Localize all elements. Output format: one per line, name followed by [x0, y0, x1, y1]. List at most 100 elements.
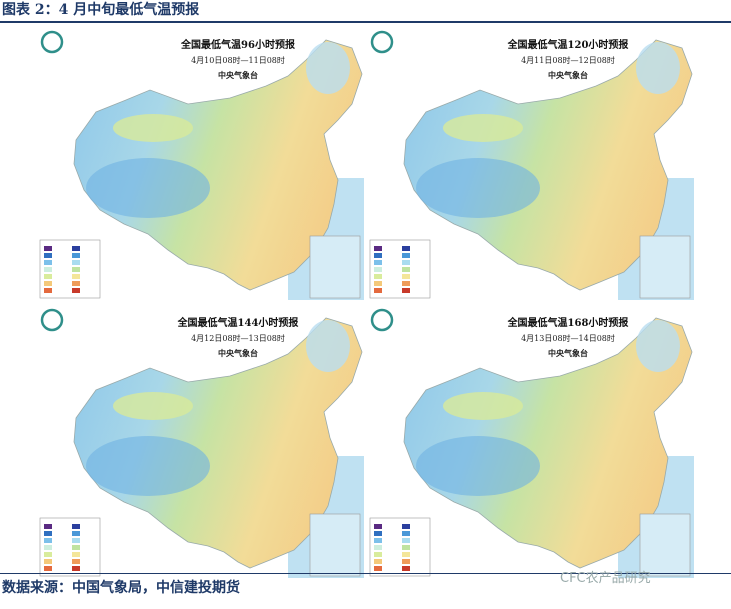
legend-swatch: [374, 538, 382, 543]
map-period: 4月11日08时—12日08时: [521, 55, 615, 65]
country-shape: [73, 39, 363, 291]
legend-swatch: [72, 246, 80, 251]
logo: [370, 308, 394, 332]
north-region: [306, 42, 350, 94]
legend-swatch: [44, 559, 52, 564]
legend-swatch: [402, 538, 410, 543]
legend-swatch: [72, 260, 80, 265]
legend-swatch: [72, 566, 80, 571]
basin-region: [113, 114, 193, 142]
legend-swatch: [44, 288, 52, 293]
legend-swatch: [72, 559, 80, 564]
cold-region: [86, 158, 210, 218]
map-issuer: 中央气象台: [548, 70, 588, 80]
inset-map: [309, 513, 361, 577]
legend-swatch: [44, 524, 52, 529]
legend-swatch: [72, 281, 80, 286]
source-note: 数据来源：中国气象局，中信建投期货: [2, 580, 240, 596]
north-region: [636, 320, 680, 372]
logo: [370, 30, 394, 54]
country-shape: [403, 39, 693, 291]
inset-map: [309, 235, 361, 299]
map-issuer: 中央气象台: [548, 348, 588, 358]
legend-swatch: [374, 531, 382, 536]
north-region: [636, 42, 680, 94]
legend-swatch: [44, 253, 52, 258]
legend-swatch: [402, 552, 410, 557]
country-shape: [73, 317, 363, 569]
legend-swatch: [44, 538, 52, 543]
legend-swatch: [44, 267, 52, 272]
map-period: 4月13日08时—14日08时: [521, 333, 615, 343]
map-title: 全国最低气温168小时预报: [507, 316, 629, 329]
legend-swatch: [402, 260, 410, 265]
legend-swatch: [72, 538, 80, 543]
map-period: 4月10日08时—11日08时: [191, 55, 285, 65]
cold-region: [416, 158, 540, 218]
basin-region: [443, 392, 523, 420]
legend-swatch: [402, 531, 410, 536]
cold-region: [86, 436, 210, 496]
legend-swatch: [44, 531, 52, 536]
map-issuer: 中央气象台: [218, 70, 258, 80]
legend-swatch: [402, 274, 410, 279]
legend-swatch: [72, 524, 80, 529]
legend-swatch: [402, 524, 410, 529]
legend-swatch: [44, 260, 52, 265]
legend-swatch: [402, 281, 410, 286]
cold-region: [416, 436, 540, 496]
map-title: 全国最低气温144小时预报: [177, 316, 299, 329]
legend-swatch: [72, 552, 80, 557]
legend-swatch: [44, 566, 52, 571]
legend-swatch: [374, 260, 382, 265]
country-shape: [403, 317, 693, 569]
legend-swatch: [402, 566, 410, 571]
legend-swatch: [374, 545, 382, 550]
figure-title: 图表 2：4 月中旬最低气温预报: [2, 2, 200, 18]
legend-swatch: [72, 545, 80, 550]
legend-swatch: [374, 246, 382, 251]
inset-map: [639, 513, 691, 577]
legend-swatch: [72, 253, 80, 258]
legend-swatch: [374, 559, 382, 564]
north-region: [306, 320, 350, 372]
legend-swatch: [374, 274, 382, 279]
watermark: CFC农产品研究: [560, 571, 651, 586]
legend-swatch: [374, 524, 382, 529]
logo: [40, 308, 64, 332]
legend-swatch: [44, 552, 52, 557]
legend-swatch: [44, 246, 52, 251]
legend-swatch: [374, 552, 382, 557]
legend-swatch: [402, 253, 410, 258]
legend-swatch: [72, 267, 80, 272]
legend-swatch: [44, 274, 52, 279]
legend-swatch: [72, 274, 80, 279]
basin-region: [113, 392, 193, 420]
legend-swatch: [44, 281, 52, 286]
legend-swatch: [402, 559, 410, 564]
legend-swatch: [402, 246, 410, 251]
logo: [40, 30, 64, 54]
map-title: 全国最低气温96小时预报: [180, 38, 295, 51]
map-period: 4月12日08时—13日08时: [191, 333, 285, 343]
map-panel: 全国最低气温144小时预报 4月12日08时—13日08时 中央气象台: [38, 306, 364, 578]
legend-swatch: [402, 545, 410, 550]
map-panel: 全国最低气温120小时预报 4月11日08时—12日08时 中央气象台: [368, 28, 694, 300]
header-rule: [0, 21, 731, 23]
inset-map: [639, 235, 691, 299]
legend-swatch: [374, 253, 382, 258]
map-panel: 全国最低气温96小时预报 4月10日08时—11日08时 中央气象台: [38, 28, 364, 300]
legend-swatch: [374, 267, 382, 272]
legend-swatch: [374, 566, 382, 571]
legend-swatch: [72, 531, 80, 536]
legend-swatch: [44, 545, 52, 550]
legend-swatch: [374, 281, 382, 286]
legend-swatch: [374, 288, 382, 293]
legend-swatch: [402, 288, 410, 293]
legend-swatch: [402, 267, 410, 272]
map-title: 全国最低气温120小时预报: [507, 38, 629, 51]
